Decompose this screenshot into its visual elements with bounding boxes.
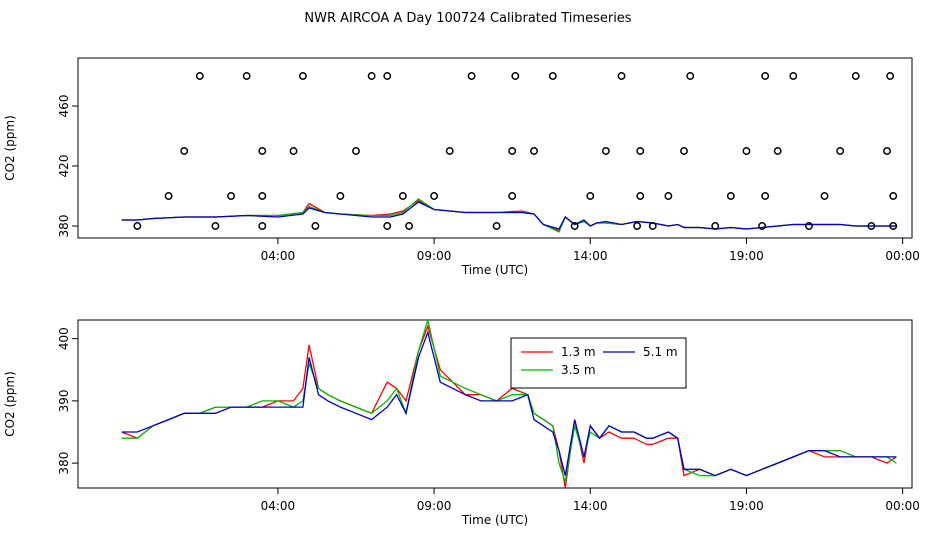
raw-data-point <box>867 222 876 230</box>
legend-label: 3.5 m <box>561 363 596 377</box>
raw-data-point <box>742 147 751 155</box>
x-tick-label: 04:00 <box>261 499 296 513</box>
x-tick-label: 14:00 <box>573 499 608 513</box>
raw-data-point <box>804 222 813 230</box>
y-tick-label: 420 <box>57 155 71 178</box>
raw-data-point <box>686 72 695 80</box>
plot-frame <box>77 319 913 489</box>
raw-data-point <box>633 222 642 230</box>
x-tick-label: 09:00 <box>417 249 452 263</box>
raw-data-point <box>530 147 538 155</box>
raw-data-point <box>398 192 407 200</box>
raw-data-point <box>851 72 860 80</box>
y-axis-label: CO2 (ppm) <box>3 115 17 181</box>
series-line-3 <box>121 330 897 477</box>
raw-data-point <box>492 222 501 230</box>
raw-data-point <box>336 192 345 200</box>
raw-data-point <box>889 192 898 200</box>
raw-data-point <box>761 192 770 200</box>
raw-data-point <box>298 72 307 80</box>
x-axis-label: Time (UTC) <box>461 513 528 527</box>
raw-data-point <box>383 222 392 230</box>
y-axis-label: CO2 (ppm) <box>3 371 17 437</box>
raw-data-point <box>445 147 454 155</box>
y-tick-label: 460 <box>57 95 71 118</box>
raw-data-point <box>711 222 720 230</box>
x-axis-label: Time (UTC) <box>461 263 528 277</box>
legend-box <box>510 337 687 389</box>
raw-data-point <box>617 72 626 80</box>
raw-data-point <box>883 147 891 155</box>
raw-data-point <box>836 147 845 155</box>
raw-data-point <box>367 72 376 80</box>
x-tick-label: 04:00 <box>261 249 296 263</box>
raw-data-point <box>664 192 673 200</box>
raw-data-point <box>789 72 798 80</box>
raw-data-point <box>467 72 476 80</box>
raw-data-point <box>289 147 298 155</box>
raw-data-point <box>820 192 829 200</box>
raw-data-point <box>636 192 645 200</box>
raw-data-point <box>311 222 320 230</box>
x-tick-label: 19:00 <box>729 249 764 263</box>
raw-data-point <box>508 147 517 155</box>
raw-data-point <box>164 192 173 200</box>
raw-data-point <box>601 147 610 155</box>
raw-data-point <box>211 222 220 230</box>
raw-data-point <box>430 192 439 200</box>
raw-data-point <box>508 192 517 200</box>
raw-data-point <box>548 72 557 80</box>
top-panel: 04:00 09:00 14:00 19:00 00:00 380 420 460 Time (… <box>3 57 920 277</box>
raw-data-point <box>761 72 770 80</box>
y-tick-label: 380 <box>57 215 71 238</box>
raw-data-point <box>773 147 782 155</box>
raw-data-point <box>133 222 142 230</box>
y-tick-label: 380 <box>57 452 71 475</box>
legend: 1.3 m 3.5 m 5.1 m <box>510 337 687 389</box>
legend-label: 1.3 m <box>561 345 596 359</box>
raw-data-point <box>195 72 204 80</box>
raw-data-point <box>636 147 645 155</box>
x-tick-label: 19:00 <box>729 499 764 513</box>
plot-frame <box>77 57 913 239</box>
y-tick-label: 390 <box>57 389 71 412</box>
raw-data-point <box>352 147 360 155</box>
raw-data-point <box>242 72 251 80</box>
raw-data-point <box>227 192 236 200</box>
raw-data-point <box>886 72 895 80</box>
x-tick-label: 00:00 <box>885 249 920 263</box>
series-line-3 <box>121 201 897 230</box>
bottom-panel: 04:00 09:00 14:00 19:00 00:00 380 390 400 Time (… <box>3 319 920 527</box>
legend-label: 5.1 m <box>643 345 678 359</box>
raw-data-point <box>570 222 579 230</box>
raw-data-point <box>758 222 767 230</box>
raw-data-point <box>726 192 735 200</box>
x-tick-label: 09:00 <box>417 499 452 513</box>
raw-data-point <box>511 72 520 80</box>
x-tick-label: 14:00 <box>573 249 608 263</box>
raw-data-point <box>258 222 267 230</box>
raw-data-point <box>680 147 688 155</box>
raw-data-point <box>383 72 392 80</box>
x-tick-label: 00:00 <box>885 499 920 513</box>
raw-data-point <box>586 192 595 200</box>
figure-title: NWR AIRCOA A Day 100724 Calibrated Times… <box>304 11 631 26</box>
raw-data-point <box>180 147 189 155</box>
raw-data-point <box>258 147 267 155</box>
raw-data-point <box>648 222 657 230</box>
y-tick-label: 400 <box>57 327 71 350</box>
raw-data-point <box>405 222 414 230</box>
raw-data-point <box>258 192 267 200</box>
raw-data-point <box>889 222 898 230</box>
